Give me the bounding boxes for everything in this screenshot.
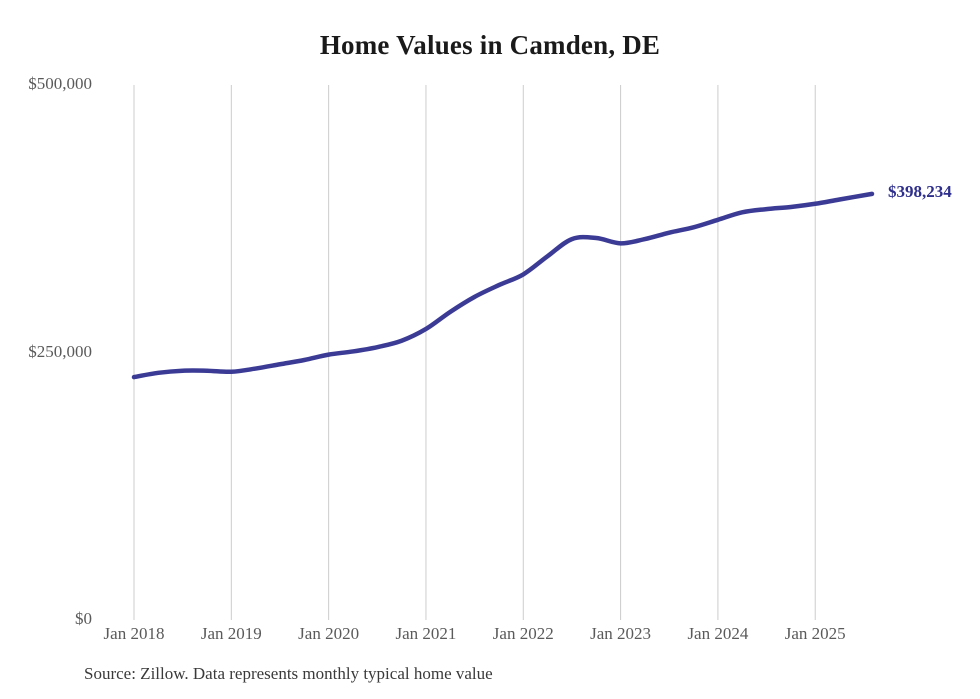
y-tick-label-1: $250,000 xyxy=(28,341,92,361)
y-tick-label-0: $0 xyxy=(75,609,92,628)
y-tick-label-2: $500,000 xyxy=(28,74,92,93)
x-tick-label-6: Jan 2024 xyxy=(687,624,749,643)
x-tick-label-3: Jan 2021 xyxy=(395,624,457,643)
x-tick-label-2: Jan 2020 xyxy=(298,624,360,643)
gridlines xyxy=(133,85,816,620)
chart-title: Home Values in Camden, DE xyxy=(319,30,661,60)
end-value-label: $398,234 xyxy=(888,181,952,201)
x-tick-label-7: Jan 2025 xyxy=(784,624,846,643)
x-tick-label-1: Jan 2019 xyxy=(200,624,262,643)
source-note: Source: Zillow. Data represents monthly … xyxy=(84,664,493,683)
x-tick-label-0: Jan 2018 xyxy=(103,624,165,643)
x-tick-label-4: Jan 2022 xyxy=(492,624,554,643)
x-tick-label-5: Jan 2023 xyxy=(590,624,652,643)
value-line xyxy=(131,191,875,380)
